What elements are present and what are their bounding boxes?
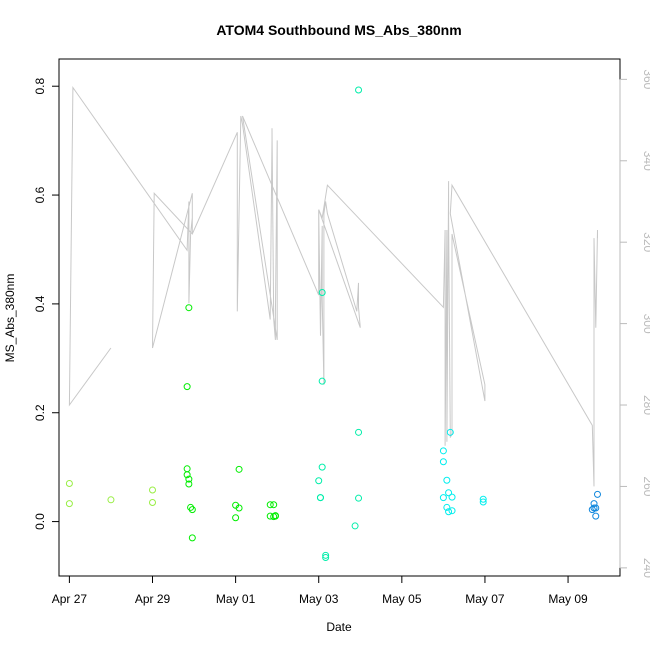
data-point — [188, 506, 196, 514]
x-axis: Apr 27 Apr 29 May 01 May 03 May 05 May 07 May … — [52, 575, 588, 606]
x-tick-label: May 03 — [299, 592, 339, 606]
data-point — [592, 512, 600, 520]
data-point — [443, 503, 451, 511]
data-point — [65, 500, 73, 508]
data-point — [183, 465, 191, 473]
data-point — [445, 508, 453, 516]
series-line — [68, 85, 598, 487]
x-tick-label: May 09 — [548, 592, 588, 606]
data-point — [479, 495, 487, 503]
x-axis-label: Date — [326, 620, 352, 634]
data-point — [318, 288, 326, 296]
y-tick-label: 0.2 — [33, 404, 47, 421]
data-point — [351, 522, 359, 530]
data-point — [355, 428, 363, 436]
data-point — [185, 475, 193, 483]
data-point — [235, 504, 243, 512]
y2-tick-label: 280 — [641, 395, 650, 415]
data-point — [445, 489, 453, 497]
data-point — [315, 477, 323, 485]
data-point — [322, 551, 330, 559]
data-point — [479, 498, 487, 506]
y-tick-label: 0.4 — [33, 295, 47, 312]
x-tick-label: May 05 — [382, 592, 422, 606]
y-axis-label: MS_Abs_380nm — [3, 274, 17, 363]
chart-title: ATOM4 Southbound MS_Abs_380nm — [216, 22, 461, 38]
x-tick-label: May 07 — [465, 592, 505, 606]
y2-tick-label: 340 — [641, 151, 650, 171]
data-point — [270, 501, 278, 509]
plot-frame — [58, 58, 621, 577]
line-series — [68, 85, 598, 487]
y2-tick-label: 360 — [641, 69, 650, 89]
x-tick-label: Apr 27 — [52, 592, 88, 606]
data-point — [188, 534, 196, 542]
data-point — [318, 377, 326, 385]
data-point — [185, 304, 193, 312]
y2-tick-label: 320 — [641, 232, 650, 252]
data-point — [185, 480, 193, 488]
y-tick-label: 0.6 — [33, 186, 47, 203]
y2-tick-label: 300 — [641, 314, 650, 334]
y2-axis: 240 260 280 300 320 340 360 — [619, 69, 650, 578]
data-point — [187, 503, 195, 511]
data-point — [316, 494, 324, 502]
data-point — [439, 494, 447, 502]
data-point — [65, 479, 73, 487]
data-point — [443, 476, 451, 484]
data-point — [232, 514, 240, 522]
data-point — [149, 486, 156, 494]
data-point — [446, 428, 454, 436]
data-point — [448, 507, 456, 515]
data-point — [183, 383, 191, 391]
data-point — [439, 458, 447, 466]
data-point — [271, 512, 279, 520]
data-point — [592, 504, 600, 512]
x-tick-label: May 01 — [216, 592, 256, 606]
data-point — [149, 499, 156, 507]
data-point — [448, 493, 456, 501]
y-tick-label: 0.0 — [33, 513, 47, 530]
data-point — [593, 490, 601, 498]
x-tick-label: Apr 29 — [135, 592, 171, 606]
y-axis: 0.0 0.2 0.4 0.6 0.8 — [33, 78, 60, 530]
y2-tick-label: 240 — [641, 558, 650, 578]
y2-tick-label: 260 — [641, 476, 650, 496]
data-point — [183, 471, 191, 479]
data-point — [322, 553, 330, 561]
data-point — [107, 496, 115, 504]
data-point — [590, 500, 598, 508]
data-point — [355, 494, 363, 502]
y-tick-label: 0.8 — [33, 78, 47, 95]
point-series — [65, 86, 601, 561]
data-point — [318, 463, 326, 471]
data-point — [266, 512, 274, 520]
data-point — [266, 501, 274, 509]
data-point — [439, 447, 447, 455]
data-point — [235, 465, 243, 473]
data-point — [355, 86, 363, 94]
